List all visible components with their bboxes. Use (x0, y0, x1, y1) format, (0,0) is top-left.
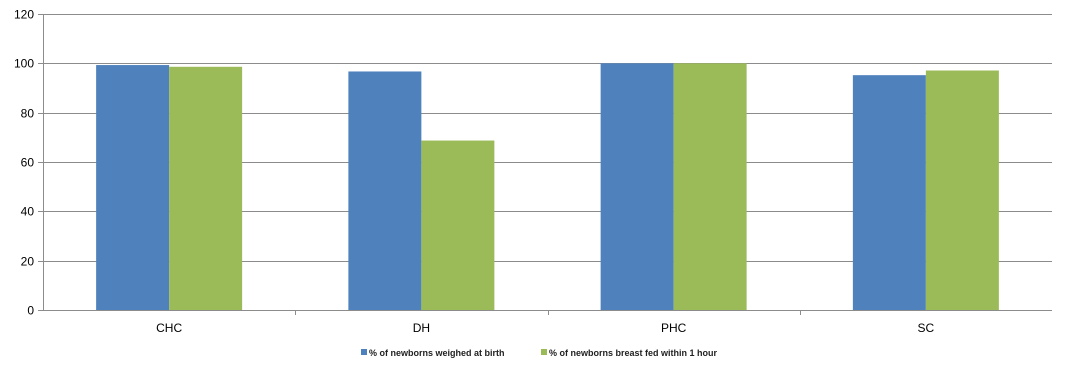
y-tick-label: 0 (27, 304, 34, 318)
legend: % of newborns weighed at birth % of newbo… (361, 348, 718, 358)
legend-label: % of newborns weighed at birth (369, 348, 505, 358)
x-tick-label: PHC (661, 321, 687, 335)
axes (38, 14, 1052, 315)
bar-phc-series-2 (673, 63, 747, 311)
bar-phc-series-1 (600, 63, 674, 311)
y-tick-label: 60 (21, 156, 35, 170)
x-tick-labels: CHC DH PHC SC (156, 321, 934, 335)
x-tick-label: SC (918, 321, 935, 335)
y-tick-label: 120 (14, 8, 34, 22)
y-tick-label: 80 (21, 107, 35, 121)
x-tick-label: CHC (156, 321, 182, 335)
bar-sc-series-1 (852, 75, 926, 310)
bar-dh-series-2 (421, 140, 495, 310)
x-tick-label: DH (413, 321, 430, 335)
bar-chc-series-1 (96, 65, 170, 310)
legend-swatch (541, 349, 547, 355)
y-tick-labels: 0 20 40 60 80 100 120 (14, 8, 34, 318)
bar-sc-series-2 (925, 70, 999, 310)
bars (96, 63, 999, 311)
legend-swatch (361, 349, 367, 355)
y-tick-label: 20 (21, 255, 35, 269)
y-tick-label: 100 (14, 57, 34, 71)
bar-dh-series-1 (348, 71, 422, 311)
bar-chc-series-2 (169, 66, 243, 310)
legend-label: % of newborns breast fed within 1 hour (549, 348, 718, 358)
y-tick-label: 40 (21, 205, 35, 219)
legend-item-2: % of newborns breast fed within 1 hour (541, 348, 718, 358)
legend-item-1: % of newborns weighed at birth (361, 348, 505, 358)
